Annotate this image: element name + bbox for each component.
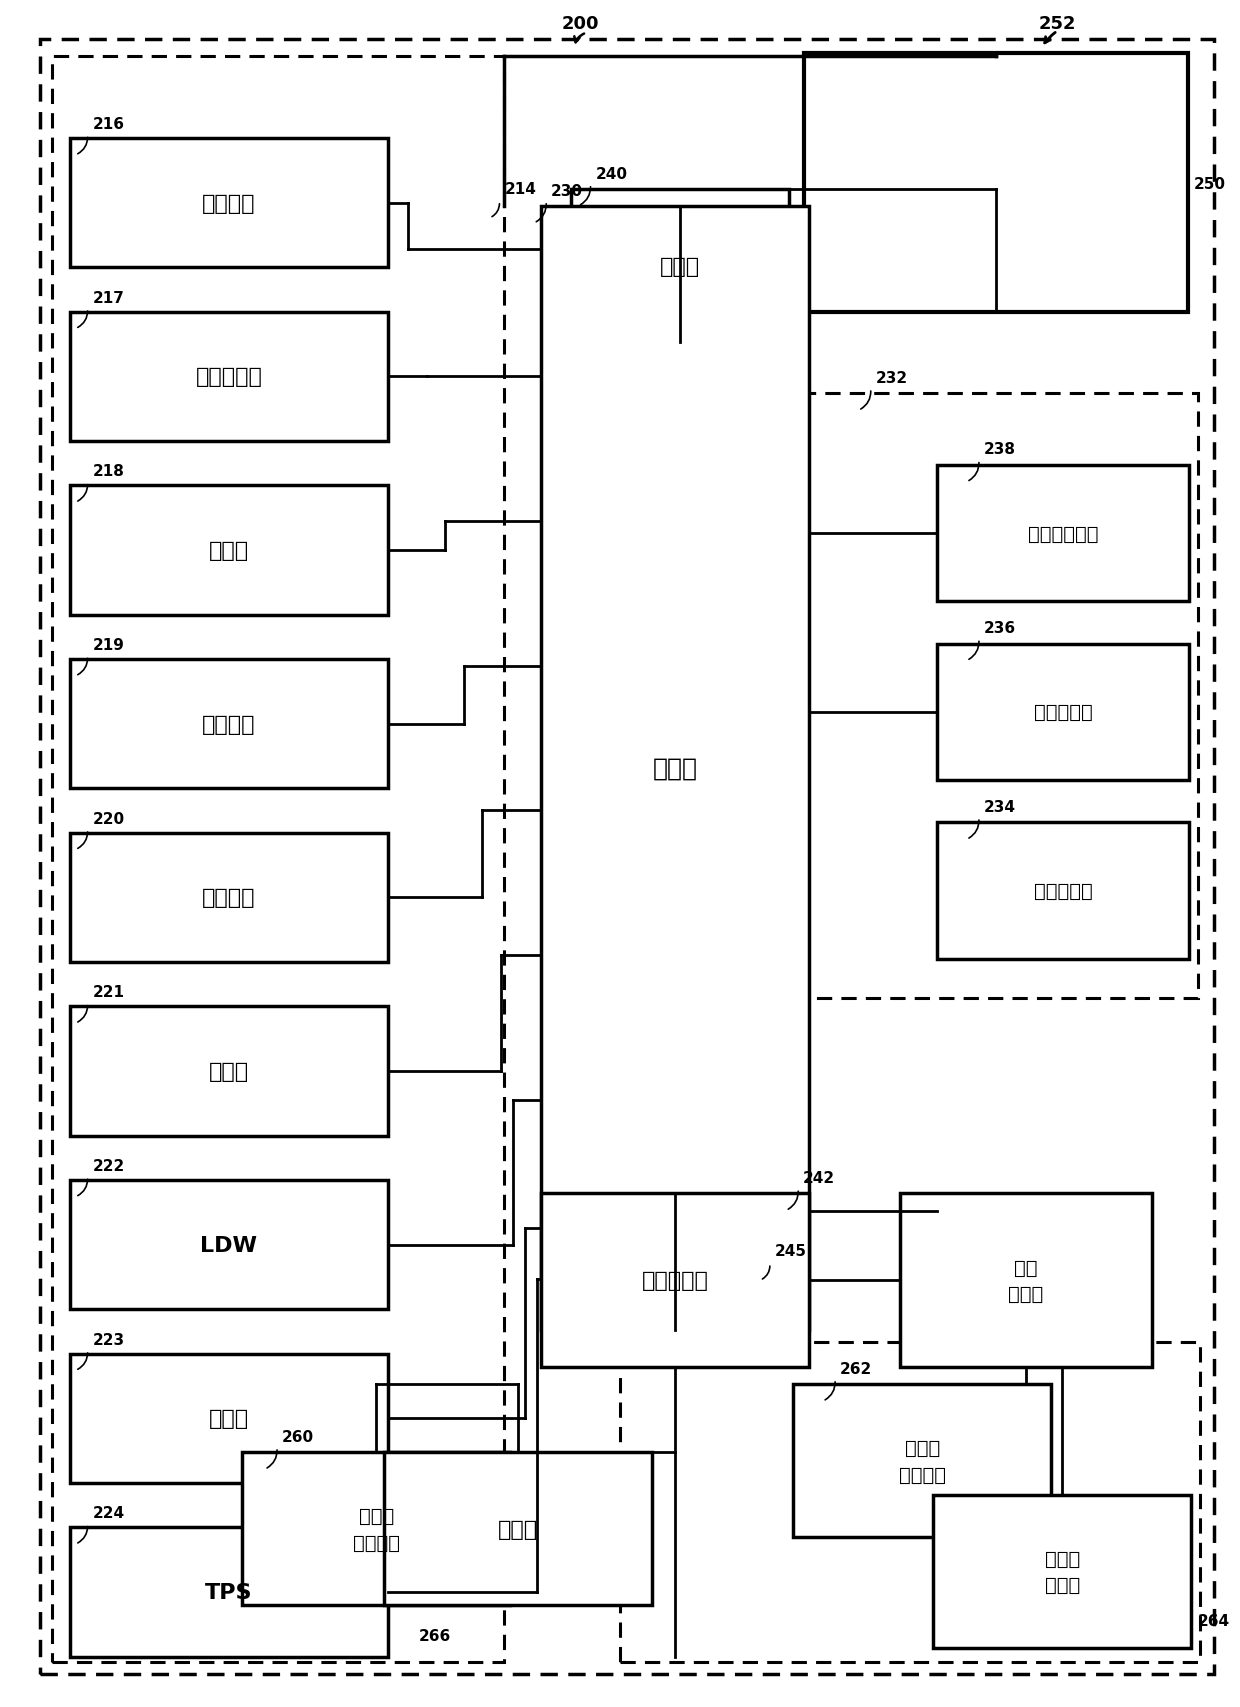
Text: 视频
摄像机: 视频 摄像机 xyxy=(1008,1258,1044,1304)
Text: 216: 216 xyxy=(93,118,124,131)
Text: 245: 245 xyxy=(775,1243,807,1258)
Text: 车辆负载: 车辆负载 xyxy=(202,888,255,908)
Polygon shape xyxy=(541,1193,810,1367)
Text: 制动压力: 制动压力 xyxy=(202,714,255,734)
Polygon shape xyxy=(71,486,388,615)
Text: 262: 262 xyxy=(839,1360,872,1376)
Text: 224: 224 xyxy=(93,1506,125,1521)
Polygon shape xyxy=(71,1354,388,1483)
Text: 制动灯: 制动灯 xyxy=(497,1519,538,1540)
Polygon shape xyxy=(937,644,1189,780)
Polygon shape xyxy=(570,189,790,343)
Polygon shape xyxy=(71,659,388,789)
Polygon shape xyxy=(541,207,810,1330)
Polygon shape xyxy=(71,1007,388,1135)
Text: 拖车制动器: 拖车制动器 xyxy=(1034,703,1092,722)
Text: 242: 242 xyxy=(804,1171,835,1185)
Text: 偏航率: 偏航率 xyxy=(208,1062,249,1081)
Text: 221: 221 xyxy=(93,985,124,1000)
Text: 218: 218 xyxy=(93,464,124,480)
Polygon shape xyxy=(900,1193,1152,1367)
Text: 217: 217 xyxy=(93,290,124,306)
Polygon shape xyxy=(71,1180,388,1309)
Text: 240: 240 xyxy=(595,167,627,181)
Text: 219: 219 xyxy=(93,638,124,652)
Polygon shape xyxy=(805,55,1188,312)
Text: 前向距
离传感器: 前向距 离传感器 xyxy=(353,1506,401,1552)
Polygon shape xyxy=(794,1384,1052,1538)
Text: 发动机: 发动机 xyxy=(208,1408,249,1429)
Text: 260: 260 xyxy=(281,1429,314,1444)
Polygon shape xyxy=(384,1453,652,1606)
Text: 250: 250 xyxy=(1194,176,1226,191)
Text: 252: 252 xyxy=(1039,15,1076,34)
Text: 266: 266 xyxy=(418,1628,450,1642)
Text: 234: 234 xyxy=(983,799,1016,814)
Text: 控制器: 控制器 xyxy=(652,756,698,780)
Polygon shape xyxy=(71,312,388,442)
Text: 发动机油门: 发动机油门 xyxy=(1034,881,1092,900)
Polygon shape xyxy=(937,466,1189,601)
Text: 230: 230 xyxy=(551,183,583,198)
Text: 220: 220 xyxy=(93,811,125,826)
Text: TPS: TPS xyxy=(205,1582,253,1601)
Text: 存储器: 存储器 xyxy=(660,256,701,277)
Text: 232: 232 xyxy=(875,370,908,386)
Text: 转向角: 转向角 xyxy=(208,541,249,560)
Polygon shape xyxy=(71,833,388,963)
Text: 236: 236 xyxy=(983,621,1016,635)
Polygon shape xyxy=(243,1453,511,1606)
Text: 前向灯
传感器: 前向灯 传感器 xyxy=(1045,1548,1080,1594)
Text: 223: 223 xyxy=(93,1331,125,1347)
Polygon shape xyxy=(71,1528,388,1656)
Text: 238: 238 xyxy=(983,442,1016,457)
Polygon shape xyxy=(937,823,1189,959)
Text: 222: 222 xyxy=(93,1159,125,1173)
Polygon shape xyxy=(71,138,388,268)
Text: LDW: LDW xyxy=(201,1234,258,1255)
Text: 后向距
离传感器: 后向距 离传感器 xyxy=(899,1439,946,1483)
Text: 200: 200 xyxy=(562,15,599,34)
Text: 侧向加速度: 侧向加速度 xyxy=(196,367,263,387)
Text: 214: 214 xyxy=(505,181,536,196)
Text: 车轮速度: 车轮速度 xyxy=(202,193,255,213)
Text: 牵引车制动器: 牵引车制动器 xyxy=(1028,524,1099,543)
Text: 264: 264 xyxy=(1198,1613,1230,1628)
Text: 输入数据源: 输入数据源 xyxy=(642,1270,708,1290)
Polygon shape xyxy=(934,1495,1192,1647)
